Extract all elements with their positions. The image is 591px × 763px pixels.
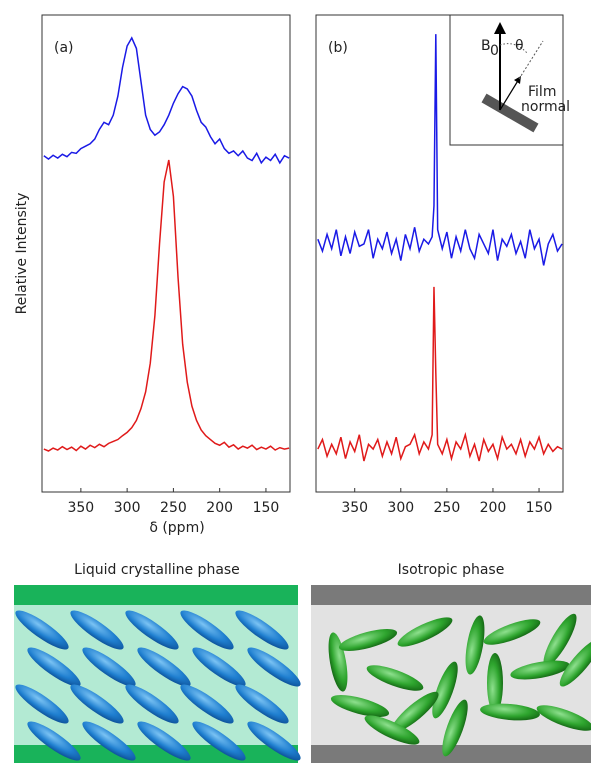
iso-molecule xyxy=(397,617,453,647)
iso-molecule xyxy=(328,632,348,692)
lc-molecule xyxy=(82,647,136,687)
film xyxy=(481,93,539,133)
normal-label: Film xyxy=(528,84,556,100)
lc-molecule xyxy=(137,721,191,761)
plot-frame xyxy=(315,14,564,493)
iso-molecule xyxy=(465,615,485,675)
x-tick-label: 300 xyxy=(114,500,141,516)
lc-molecule xyxy=(247,647,301,687)
spectrum-line xyxy=(43,36,290,165)
x-tick-label: 200 xyxy=(206,500,233,516)
lc-molecule xyxy=(180,610,234,650)
spectrum-line xyxy=(43,159,290,452)
x-axis-label: δ (ppm) xyxy=(149,520,204,536)
iso-molecule xyxy=(330,695,390,717)
iso-molecule xyxy=(536,705,591,731)
lc-plate xyxy=(14,585,298,605)
plot-frame xyxy=(41,14,291,493)
normal-dotted xyxy=(518,40,544,80)
y-axis-label: Relative Intensity xyxy=(14,193,30,315)
x-tick-label: 250 xyxy=(434,500,461,516)
iso-plate xyxy=(311,585,591,605)
phase-title: Isotropic phase xyxy=(398,562,505,578)
lc-molecule xyxy=(15,684,69,724)
lc-molecule xyxy=(180,684,234,724)
lc-molecule xyxy=(125,610,179,650)
iso-molecule xyxy=(483,619,541,645)
field-label: B xyxy=(481,38,491,54)
iso-molecule xyxy=(366,665,424,691)
spectrum-line xyxy=(317,286,563,462)
panel-label: (b) xyxy=(328,40,348,56)
lc-molecule xyxy=(247,721,301,761)
angle-label: θ xyxy=(515,38,524,54)
lc-molecule xyxy=(137,647,191,687)
inset-frame xyxy=(449,14,564,146)
lc-molecule xyxy=(27,721,81,761)
arrow-head xyxy=(494,22,506,34)
x-tick-label: 200 xyxy=(480,500,507,516)
iso-molecule xyxy=(543,613,577,667)
x-tick-label: 150 xyxy=(526,500,553,516)
iso-molecule xyxy=(510,660,570,680)
iso-molecule xyxy=(391,691,439,733)
lc-molecule xyxy=(192,647,246,687)
spectrum-line xyxy=(317,34,563,266)
field-subscript: 0 xyxy=(490,43,499,59)
lc-molecule xyxy=(70,610,124,650)
iso-molecule xyxy=(432,661,458,719)
molecules xyxy=(15,610,591,761)
lc-molecule xyxy=(27,647,81,687)
iso-molecule xyxy=(442,699,468,757)
iso-molecule xyxy=(487,653,503,713)
iso-plate xyxy=(311,745,591,763)
x-tick-label: 300 xyxy=(387,500,414,516)
iso-molecule xyxy=(480,703,540,721)
lc-molecule xyxy=(235,684,289,724)
x-tick-label: 350 xyxy=(67,500,94,516)
x-tick-label: 250 xyxy=(160,500,187,516)
lc-molecule xyxy=(192,721,246,761)
lc-molecule xyxy=(235,610,289,650)
normal-arrow xyxy=(499,78,520,111)
phase-title: Liquid crystalline phase xyxy=(74,562,240,578)
normal-label: normal xyxy=(521,99,570,115)
x-tick-label: 350 xyxy=(341,500,368,516)
angle-arc xyxy=(499,43,528,54)
x-tick-label: 150 xyxy=(253,500,280,516)
lc-molecule xyxy=(70,684,124,724)
lc-molecule xyxy=(125,684,179,724)
lc-molecule xyxy=(82,721,136,761)
iso-molecule xyxy=(338,629,398,651)
iso-molecule xyxy=(559,639,591,687)
lc-molecule xyxy=(15,610,69,650)
panel-label: (a) xyxy=(54,40,74,56)
iso-molecule xyxy=(364,715,420,745)
